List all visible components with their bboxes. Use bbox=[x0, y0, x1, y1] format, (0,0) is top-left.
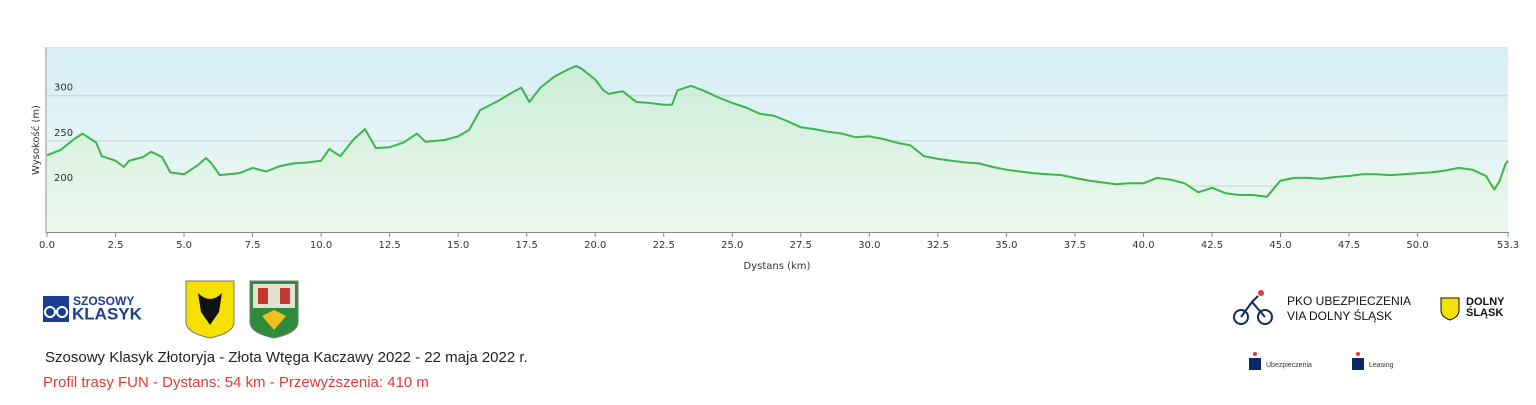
logo-text: VIA DOLNY ŚLĄSK bbox=[1287, 308, 1392, 323]
logo-text: Ubezpieczenia bbox=[1266, 362, 1312, 369]
elevation-area bbox=[47, 66, 1508, 232]
x-tick-label: 25.0 bbox=[721, 240, 743, 251]
x-tick-label: 35.0 bbox=[995, 240, 1017, 251]
x-tick-label: 17.5 bbox=[516, 240, 538, 251]
x-tick-label: 15.0 bbox=[447, 240, 469, 251]
event-title: Szosowy Klasyk Złotoryja - Złota Wtęga K… bbox=[45, 349, 528, 366]
profile-summary: Profil trasy FUN - Dystans: 54 km - Prze… bbox=[43, 374, 429, 391]
logo-text: PKO UBEZPIECZENIA bbox=[1287, 294, 1411, 308]
x-tick-label: 32.5 bbox=[927, 240, 949, 251]
x-tick-label: 5.0 bbox=[176, 240, 192, 251]
coat-of-arms bbox=[249, 280, 299, 339]
x-tick-label: 7.5 bbox=[245, 240, 261, 251]
pko-small-logo: Ubezpieczenia Leasing bbox=[1249, 352, 1394, 370]
x-tick-label: 40.0 bbox=[1132, 240, 1154, 251]
x-axis-label: Dystans (km) bbox=[744, 261, 811, 272]
x-tick-label: 0.0 bbox=[39, 240, 55, 251]
logo-text: SZOSOWY bbox=[73, 294, 134, 308]
logo-text: Leasing bbox=[1369, 362, 1394, 369]
x-tick-label: 22.5 bbox=[653, 240, 675, 251]
x-tick-label: 10.0 bbox=[310, 240, 332, 251]
x-tick-label: 27.5 bbox=[790, 240, 812, 251]
x-tick-label: 53.3 bbox=[1497, 240, 1519, 251]
pko-logo: PKO UBEZPIECZENIA VIA DOLNY ŚLĄSK bbox=[1233, 290, 1411, 325]
x-tick-label: 12.5 bbox=[379, 240, 401, 251]
x-tick-label: 30.0 bbox=[858, 240, 880, 251]
x-tick-label: 47.5 bbox=[1338, 240, 1360, 251]
x-tick-label: 37.5 bbox=[1064, 240, 1086, 251]
elevation-line bbox=[46, 65, 1509, 198]
coat-of-arms bbox=[185, 280, 235, 339]
klasyk-logo: SZOSOWY KLASYK bbox=[43, 294, 143, 323]
y-tick-label: 250 bbox=[54, 128, 73, 139]
y-tick-label: 200 bbox=[54, 173, 73, 184]
y-tick-label: 300 bbox=[54, 83, 73, 94]
x-tick-label: 50.0 bbox=[1406, 240, 1428, 251]
x-tick-label: 45.0 bbox=[1269, 240, 1291, 251]
x-tick-label: 20.0 bbox=[584, 240, 606, 251]
logo-text: DOLNY bbox=[1466, 296, 1505, 308]
dolny-slask-logo: DOLNY ŚLĄSK bbox=[1440, 296, 1505, 321]
logo-text: KLASYK bbox=[72, 304, 143, 323]
logo-text: ŚLĄSK bbox=[1466, 306, 1503, 319]
y-axis-label: Wysokość (m) bbox=[30, 105, 42, 175]
x-tick-label: 2.5 bbox=[108, 240, 124, 251]
x-tick-label: 42.5 bbox=[1201, 240, 1223, 251]
